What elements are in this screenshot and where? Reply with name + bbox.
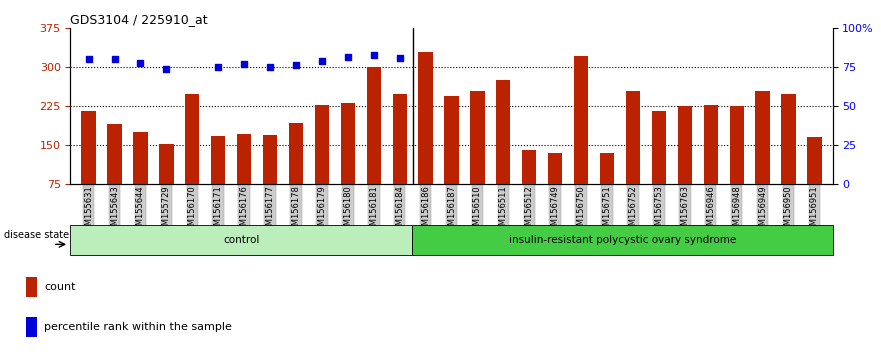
Bar xyxy=(496,80,510,184)
Text: GDS3104 / 225910_at: GDS3104 / 225910_at xyxy=(70,13,208,26)
Bar xyxy=(600,153,614,184)
Bar xyxy=(418,52,433,184)
Bar xyxy=(652,111,666,184)
Bar xyxy=(237,134,251,184)
Point xyxy=(263,64,278,70)
Bar xyxy=(289,123,303,184)
Point xyxy=(211,64,226,70)
Bar xyxy=(412,225,833,255)
Bar xyxy=(677,106,692,184)
Bar xyxy=(781,94,796,184)
Point xyxy=(366,52,381,58)
Bar xyxy=(133,132,148,184)
Bar xyxy=(107,124,122,184)
Text: percentile rank within the sample: percentile rank within the sample xyxy=(44,322,232,332)
Bar xyxy=(341,103,355,184)
Bar xyxy=(211,136,226,184)
Bar xyxy=(159,144,174,184)
Point xyxy=(341,54,355,60)
Text: count: count xyxy=(44,282,76,292)
Bar xyxy=(366,67,381,184)
Bar xyxy=(26,277,37,297)
Point xyxy=(82,57,96,62)
Bar xyxy=(26,317,37,337)
Bar xyxy=(704,105,718,184)
Point xyxy=(393,55,407,61)
Bar xyxy=(263,135,278,184)
Point xyxy=(133,60,147,66)
Bar xyxy=(185,94,199,184)
Bar xyxy=(393,94,407,184)
Text: control: control xyxy=(223,235,260,245)
Bar xyxy=(82,112,96,184)
Bar xyxy=(470,91,485,184)
Point xyxy=(237,61,251,67)
Bar xyxy=(548,153,562,184)
Bar xyxy=(315,105,329,184)
Bar xyxy=(626,91,640,184)
Bar xyxy=(807,137,821,184)
Bar xyxy=(729,106,744,184)
Text: insulin-resistant polycystic ovary syndrome: insulin-resistant polycystic ovary syndr… xyxy=(508,235,736,245)
Point xyxy=(289,62,303,68)
Point xyxy=(315,58,329,63)
Bar xyxy=(574,56,589,184)
Bar xyxy=(444,96,459,184)
Point xyxy=(107,57,122,62)
Bar xyxy=(70,225,412,255)
Bar xyxy=(755,91,770,184)
Point xyxy=(159,67,174,72)
Text: disease state: disease state xyxy=(4,230,69,240)
Bar xyxy=(522,150,537,184)
